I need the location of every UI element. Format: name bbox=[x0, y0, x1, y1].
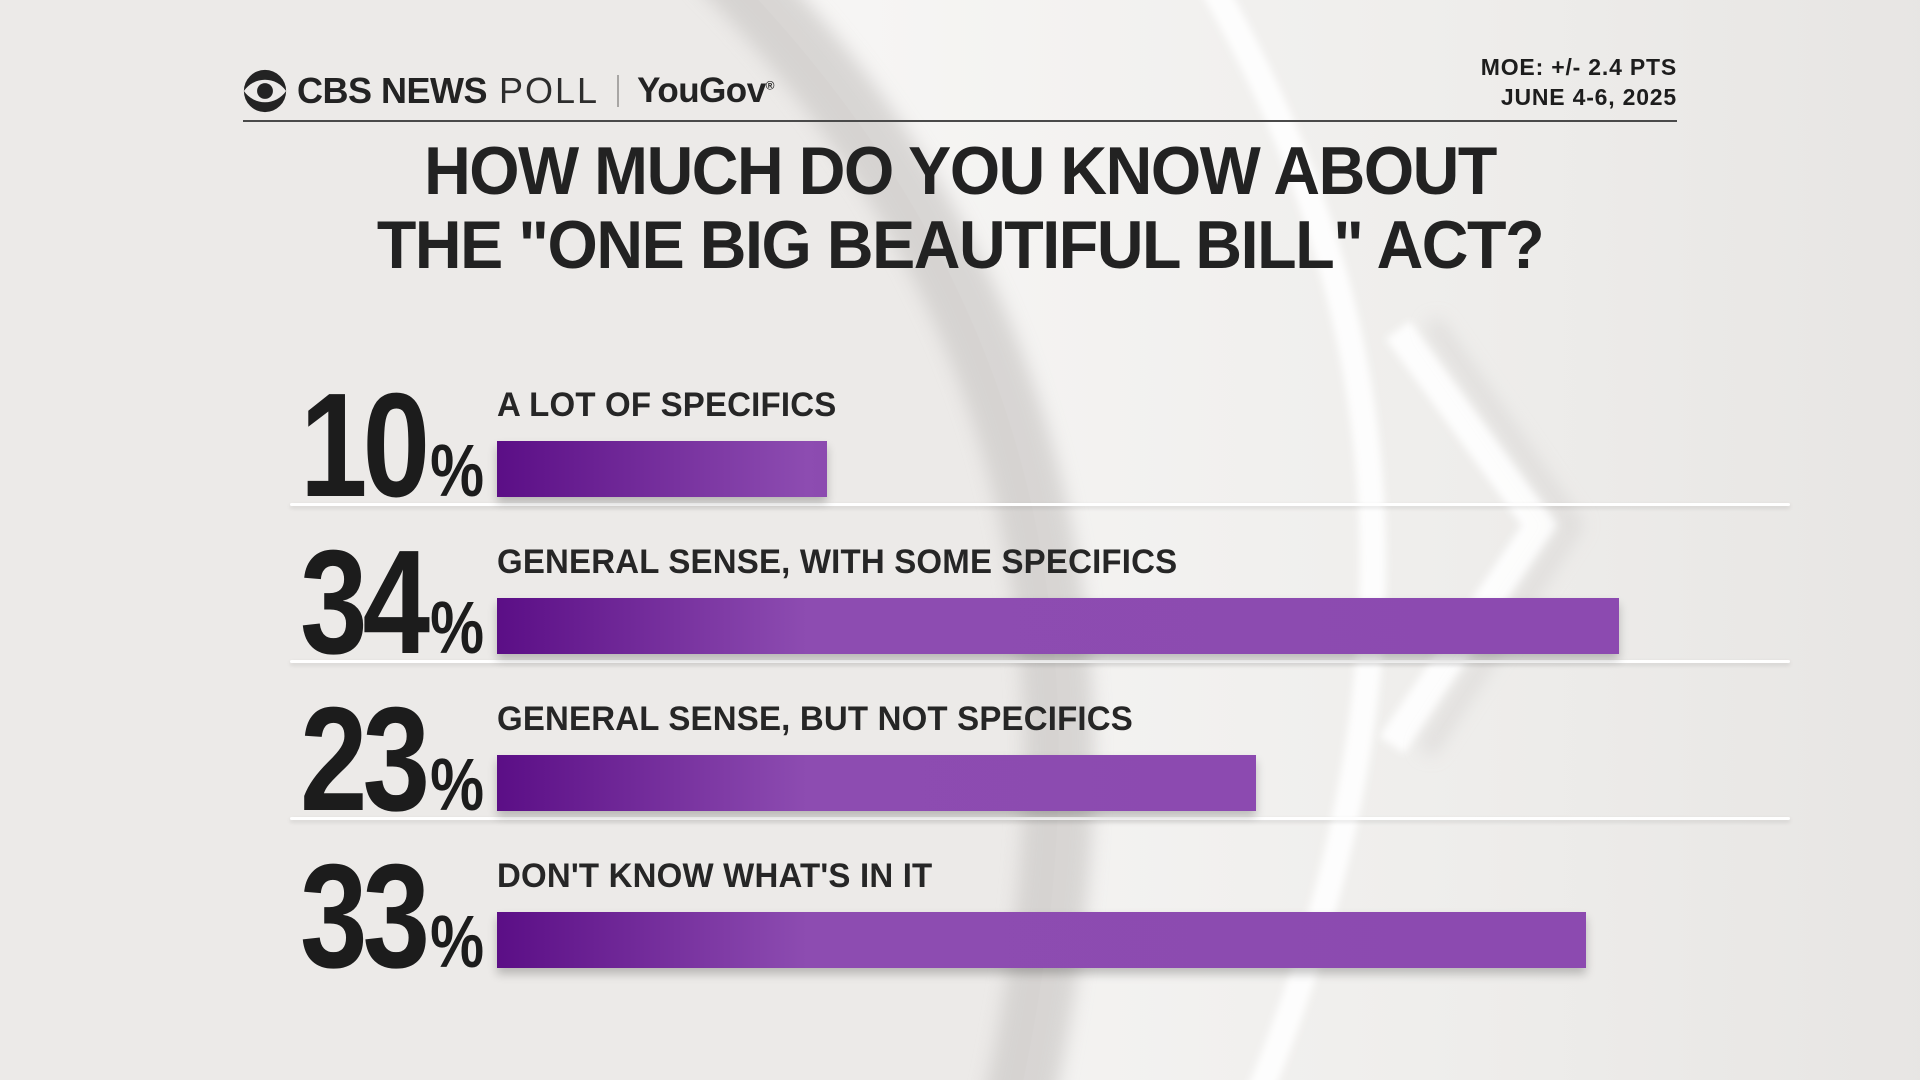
bar-label: GENERAL SENSE, WITH SOME SPECIFICS bbox=[497, 543, 1178, 581]
bar bbox=[497, 755, 1256, 811]
bar-cell: A LOT OF SPECIFICS bbox=[497, 349, 1790, 519]
title-line-1: HOW MUCH DO YOU KNOW ABOUT bbox=[424, 133, 1497, 209]
bar bbox=[497, 598, 1619, 654]
registered-mark: ® bbox=[765, 78, 775, 93]
value-cell: 33 % bbox=[290, 820, 497, 999]
dates-line: JUNE 4-6, 2025 bbox=[1500, 84, 1677, 110]
bar bbox=[497, 441, 827, 497]
percent-sign: % bbox=[430, 586, 485, 669]
cbs-news-wordmark: CBS NEWS bbox=[297, 70, 488, 111]
bar-cell: GENERAL SENSE, WITH SOME SPECIFICS bbox=[497, 506, 1790, 676]
bar-cell: GENERAL SENSE, BUT NOT SPECIFICS bbox=[497, 663, 1790, 833]
page-title: HOW MUCH DO YOU KNOW ABOUT THE "ONE BIG … bbox=[200, 134, 1720, 282]
yougov-wordmark: YouGov® bbox=[637, 71, 775, 110]
bar-row-a-lot-of-specifics: 10 % A LOT OF SPECIFICS bbox=[290, 349, 1790, 520]
bar-row-dont-know: 33 % DON'T KNOW WHAT'S IN IT bbox=[290, 820, 1790, 991]
row-divider bbox=[290, 660, 1790, 663]
value-cell: 23 % bbox=[290, 663, 497, 842]
percent-sign: % bbox=[430, 900, 485, 983]
poll-wordmark: POLL bbox=[499, 70, 600, 111]
source-logos: CBS NEWS POLL YouGov® bbox=[243, 68, 775, 114]
bar-row-general-sense-some-specifics: 34 % GENERAL SENSE, WITH SOME SPECIFICS bbox=[290, 506, 1790, 677]
brand-separator bbox=[617, 75, 620, 107]
percent-sign: % bbox=[430, 429, 485, 512]
percent-value: 34 bbox=[300, 520, 430, 685]
percent-value: 23 bbox=[300, 677, 430, 842]
bar-cell: DON'T KNOW WHAT'S IN IT bbox=[497, 820, 1790, 990]
bar-row-general-sense-not-specifics: 23 % GENERAL SENSE, BUT NOT SPECIFICS bbox=[290, 663, 1790, 834]
row-divider bbox=[290, 503, 1790, 506]
cbs-eye-icon bbox=[243, 69, 287, 113]
moe-line: MOE: +/- 2.4 PTS bbox=[1480, 54, 1677, 80]
bar-label: GENERAL SENSE, BUT NOT SPECIFICS bbox=[497, 700, 1133, 738]
title-line-2: THE "ONE BIG BEAUTIFUL BILL" ACT? bbox=[376, 207, 1545, 283]
percent-sign: % bbox=[430, 743, 485, 826]
percent-value: 33 bbox=[300, 834, 430, 999]
value-cell: 34 % bbox=[290, 506, 497, 685]
row-divider bbox=[290, 817, 1790, 820]
bar-label: DON'T KNOW WHAT'S IN IT bbox=[497, 857, 933, 895]
bar-chart: 10 % A LOT OF SPECIFICS 34 % GENERAL SEN… bbox=[290, 349, 1790, 991]
percent-value: 10 bbox=[300, 363, 430, 528]
header-divider bbox=[243, 120, 1677, 122]
bar-label: A LOT OF SPECIFICS bbox=[497, 386, 837, 424]
methodology-note: MOE: +/- 2.4 PTS JUNE 4-6, 2025 bbox=[1481, 52, 1677, 112]
bar bbox=[497, 912, 1586, 968]
value-cell: 10 % bbox=[290, 349, 497, 528]
